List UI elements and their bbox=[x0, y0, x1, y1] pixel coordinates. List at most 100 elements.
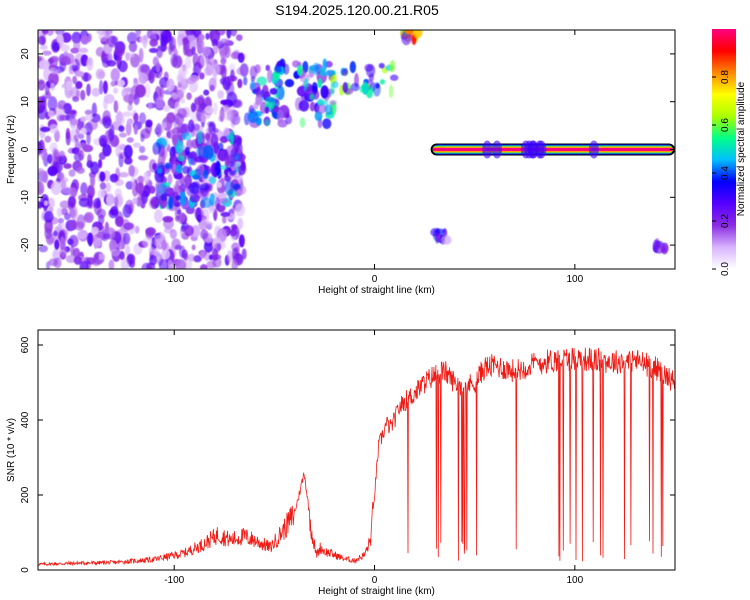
spectrogram-blob bbox=[198, 184, 210, 191]
spectrogram-blob bbox=[60, 240, 66, 251]
spectrogram-blob bbox=[76, 90, 81, 98]
spectrogram-blob bbox=[296, 64, 303, 77]
spectrogram-blob bbox=[193, 255, 202, 263]
spectrogram-blob bbox=[44, 135, 52, 143]
spectrogram-blob bbox=[178, 67, 189, 76]
spectrogram-blob bbox=[250, 81, 256, 90]
spectrogram-blob bbox=[175, 195, 181, 201]
spectrogram-blob bbox=[50, 181, 62, 196]
colorbar: 0.0 0.2 0.4 0.6 0.8 Normalized spectral ampl… bbox=[712, 29, 747, 276]
spectrogram-blob bbox=[211, 38, 218, 47]
spectrogram-blob bbox=[128, 41, 138, 53]
spectrogram-blob bbox=[134, 225, 140, 234]
spectrogram-blob bbox=[115, 216, 124, 227]
spectrogram-blob bbox=[94, 253, 100, 261]
spectrogram-blob bbox=[267, 69, 273, 84]
spectrogram-blob bbox=[102, 233, 111, 239]
spectrogram-blob bbox=[113, 100, 119, 113]
spectrogram-blob bbox=[83, 72, 89, 82]
spectrogram-blob bbox=[350, 83, 360, 92]
spectrogram-blob bbox=[229, 130, 235, 146]
spectrogram-blob bbox=[162, 104, 171, 112]
spectrogram-blob bbox=[199, 250, 206, 259]
spectrogram-blob bbox=[107, 35, 117, 48]
colorbar-tick-label: 0.2 bbox=[720, 214, 731, 228]
spectrogram-blob bbox=[122, 232, 131, 245]
spectrogram-blob bbox=[126, 137, 134, 143]
spectrogram-blob bbox=[110, 68, 120, 82]
spectrogram-blob bbox=[152, 163, 160, 171]
spectrogram-blob bbox=[132, 197, 138, 205]
spectrogram-blob bbox=[204, 105, 214, 114]
spectrogram-blob bbox=[248, 105, 255, 114]
spectrogram-blob bbox=[149, 38, 159, 47]
spectrogram-blob bbox=[155, 123, 162, 138]
spectrogram-blob bbox=[52, 41, 60, 51]
spectrogram-blob bbox=[102, 80, 108, 94]
spectrogram-blob bbox=[311, 81, 318, 93]
spectrogram-blob bbox=[135, 182, 145, 194]
spectrogram-blob bbox=[47, 197, 55, 209]
spectrogram-blob bbox=[141, 262, 153, 269]
spectrogram-blob bbox=[110, 248, 121, 257]
spectrogram-blob bbox=[329, 99, 337, 106]
spectrogram-blob bbox=[86, 56, 94, 71]
spectrogram-blob bbox=[45, 232, 55, 245]
spectrogram-blob bbox=[49, 67, 59, 75]
snr-ticks: -100 0 100 0 200 400 600 bbox=[20, 330, 675, 586]
spectrogram-blob bbox=[140, 191, 148, 204]
spectrogram-blob bbox=[225, 81, 235, 97]
spectrogram-blob bbox=[318, 77, 323, 88]
spectrogram-blob bbox=[70, 219, 78, 230]
spectrogram-blob bbox=[128, 164, 135, 177]
spectrogram-blob bbox=[72, 96, 80, 102]
spectrogram-blob bbox=[99, 171, 106, 182]
spectrogram-blob bbox=[213, 102, 218, 115]
spectrogram-blob bbox=[92, 259, 101, 267]
spectrogram-blob bbox=[177, 107, 188, 119]
spectrogram-blob bbox=[166, 112, 176, 124]
spectrogram-blob bbox=[84, 109, 93, 116]
spectrogram-blob bbox=[365, 64, 376, 78]
spectrogram-blob bbox=[118, 60, 128, 73]
spectrogram-blob bbox=[110, 205, 119, 216]
spectrogram-blob bbox=[152, 147, 158, 156]
spectrogram-y-tick-label: 10 bbox=[20, 96, 31, 108]
spectrogram-blob bbox=[300, 94, 309, 101]
spectrogram-blob bbox=[67, 238, 74, 246]
spectrogram-blob bbox=[177, 74, 185, 86]
spectrogram-blob bbox=[76, 147, 83, 157]
spectrogram-blob bbox=[72, 75, 78, 85]
spectrogram-blob bbox=[200, 197, 212, 209]
spectrogram-blob bbox=[196, 38, 205, 54]
spectrogram-blob bbox=[105, 117, 112, 127]
spectrogram-blob bbox=[361, 81, 369, 95]
spectrogram-blob bbox=[148, 69, 155, 84]
spectrogram-blob bbox=[309, 93, 315, 101]
spectrogram-blob bbox=[236, 67, 244, 75]
spectrogram-blob bbox=[105, 182, 112, 193]
spectrogram-blob bbox=[127, 103, 133, 112]
spectrogram-blob bbox=[87, 119, 99, 131]
spectrogram-blob bbox=[124, 156, 133, 165]
spectrogram-blob bbox=[72, 247, 81, 258]
spectrogram-blob bbox=[47, 153, 53, 164]
spectrogram-blob bbox=[378, 62, 385, 69]
spectrogram-blob bbox=[156, 168, 163, 174]
spectrogram-blob bbox=[262, 84, 269, 97]
spectrogram-blob bbox=[217, 90, 225, 100]
spectrogram-blob bbox=[187, 34, 196, 44]
spectrogram-blob bbox=[341, 68, 348, 77]
spectrogram-x-tick-label: 100 bbox=[566, 274, 583, 285]
spectrogram-blob bbox=[197, 130, 203, 145]
spectrogram-blob bbox=[193, 123, 200, 132]
spectrogram-blob bbox=[145, 119, 153, 128]
spectrogram-blob bbox=[199, 264, 208, 269]
spectrogram-blob bbox=[103, 98, 108, 110]
spectrogram-blob bbox=[229, 228, 238, 237]
spectrogram-blob bbox=[90, 173, 96, 188]
spectrogram-blob bbox=[191, 244, 196, 251]
spectrogram-blob bbox=[232, 183, 241, 190]
snr-marks bbox=[38, 347, 675, 567]
